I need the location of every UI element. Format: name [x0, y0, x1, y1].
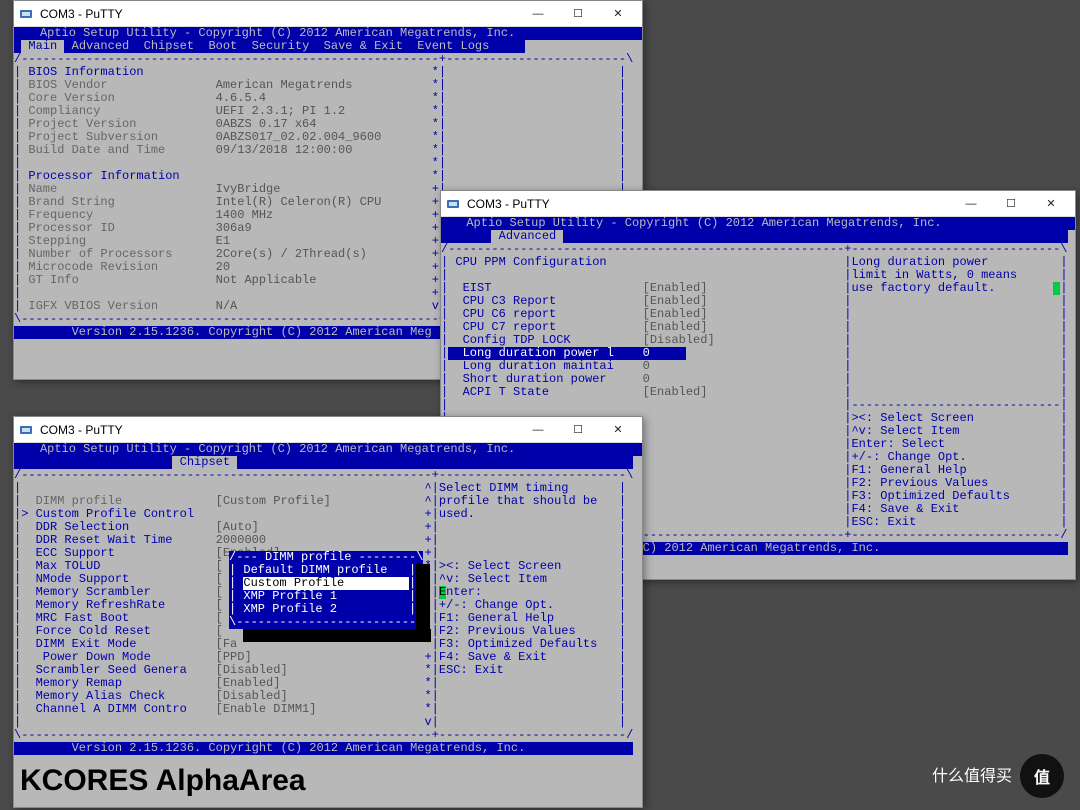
putty-window-chipset: COM3 - PuTTY — ☐ ✕ Aptio Setup Utility -… [13, 416, 643, 808]
window-title: COM3 - PuTTY [40, 7, 518, 21]
window-title: COM3 - PuTTY [467, 197, 951, 211]
titlebar[interactable]: COM3 - PuTTY — ☐ ✕ [14, 1, 642, 27]
close-button[interactable]: ✕ [598, 418, 638, 442]
putty-icon [18, 422, 34, 438]
popup-shadow-right [416, 564, 430, 642]
zdm-text: 什么值得买 [932, 762, 1012, 786]
zdm-badge-icon: 值 [1020, 754, 1064, 798]
maximize-button[interactable]: ☐ [558, 2, 598, 26]
terminal-chipset: Aptio Setup Utility - Copyright (C) 2012… [14, 443, 642, 807]
window-title: COM3 - PuTTY [40, 423, 518, 437]
bios-footer: Version 2.15.1236. Copyright (C) 2012 Am… [14, 742, 633, 755]
minimize-button[interactable]: — [518, 2, 558, 26]
maximize-button[interactable]: ☐ [991, 192, 1031, 216]
popup-shadow [243, 629, 430, 642]
maximize-button[interactable]: ☐ [558, 418, 598, 442]
close-button[interactable]: ✕ [1031, 192, 1071, 216]
minimize-button[interactable]: — [951, 192, 991, 216]
titlebar[interactable]: COM3 - PuTTY — ☐ ✕ [441, 191, 1075, 217]
titlebar[interactable]: COM3 - PuTTY — ☐ ✕ [14, 417, 642, 443]
minimize-button[interactable]: — [518, 418, 558, 442]
putty-icon [445, 196, 461, 212]
close-button[interactable]: ✕ [598, 2, 638, 26]
logo-text: KCORES AlphaArea [20, 764, 306, 798]
putty-icon [18, 6, 34, 22]
dimm-profile-popup[interactable]: /--- DIMM profile --------\| Default DIM… [229, 551, 431, 642]
